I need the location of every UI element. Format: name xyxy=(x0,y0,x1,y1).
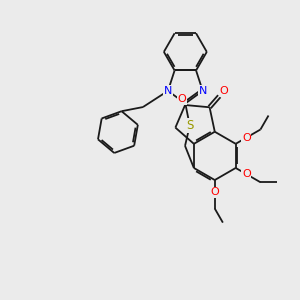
Text: N: N xyxy=(164,86,172,96)
Text: O: O xyxy=(242,169,251,179)
Text: O: O xyxy=(178,94,186,104)
Text: O: O xyxy=(210,188,219,197)
Text: O: O xyxy=(219,86,228,96)
Text: O: O xyxy=(242,133,251,142)
Text: S: S xyxy=(186,119,194,132)
Text: N: N xyxy=(199,86,207,96)
